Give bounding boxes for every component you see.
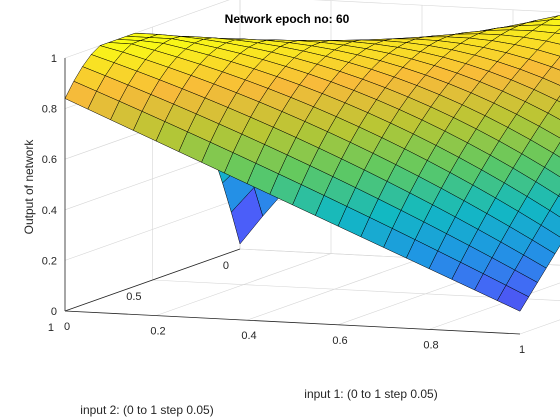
z-tick-label: 0.2 xyxy=(42,255,57,267)
y-axis-label: input 2: (0 to 1 step 0.05) xyxy=(80,403,213,417)
z-axis-label: Output of network xyxy=(22,139,36,235)
z-tick-label: 0.4 xyxy=(42,205,57,217)
x-tick-label: 1 xyxy=(519,344,525,356)
x-tick-label: 0.4 xyxy=(241,330,256,342)
z-tick-label: 0.6 xyxy=(42,154,57,166)
surface-mesh xyxy=(65,13,560,311)
y-tick-label: 0 xyxy=(223,260,229,272)
x-axis-label: input 1: (0 to 1 step 0.05) xyxy=(304,387,437,401)
x-axis-line xyxy=(65,311,520,334)
z-tick-label: 0 xyxy=(51,306,57,318)
z-tick-label: 0.8 xyxy=(42,104,57,116)
chart-title: Network epoch no: 60 xyxy=(225,12,350,26)
x-tick-label: 0 xyxy=(64,321,70,333)
x-tick-label: 0.8 xyxy=(423,339,438,351)
z-tick-label: 1 xyxy=(51,53,57,65)
x-tick-label: 0.2 xyxy=(150,326,165,338)
x-tick-label: 0.6 xyxy=(332,335,347,347)
y-tick-label: 0.5 xyxy=(126,291,141,303)
y-tick-label: 1 xyxy=(48,322,54,334)
